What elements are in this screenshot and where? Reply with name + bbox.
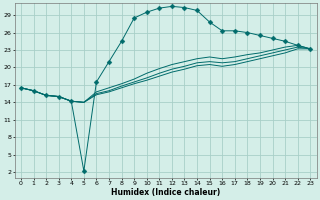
X-axis label: Humidex (Indice chaleur): Humidex (Indice chaleur) (111, 188, 220, 197)
